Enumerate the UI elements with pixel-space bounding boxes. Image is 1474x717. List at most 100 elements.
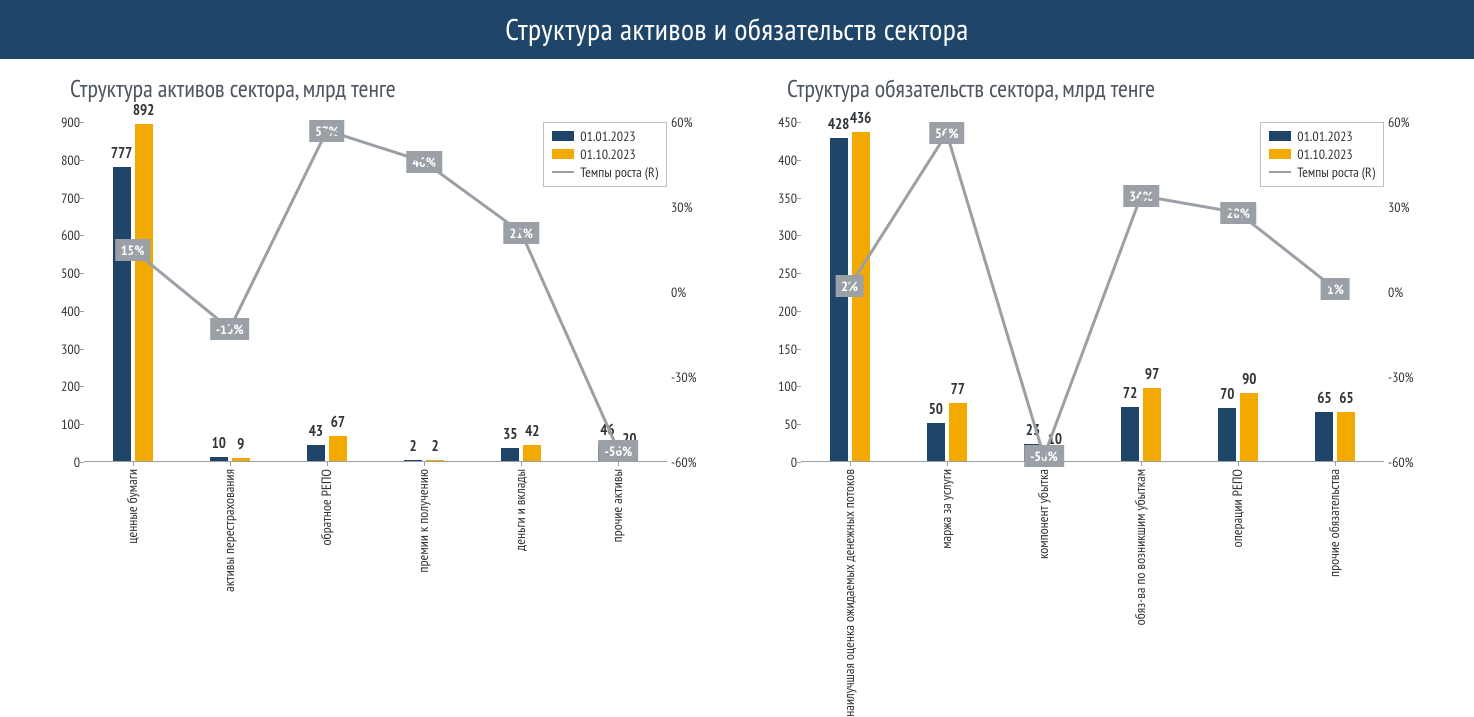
legend-series1: 01.01.2023 (1297, 127, 1352, 145)
growth-label: 2% (835, 275, 864, 297)
growth-label: 28% (1221, 202, 1256, 224)
y-axis-tick: 700 (40, 189, 80, 207)
y-axis-tick: 100 (757, 377, 797, 395)
data-label: 43 (309, 422, 323, 441)
growth-label: 15% (115, 239, 150, 261)
y2-axis-tick: -30% (671, 368, 717, 386)
y2-axis-tick: -60% (671, 453, 717, 471)
y2-axis-tick: 30% (671, 198, 717, 216)
y-axis-tick: 200 (40, 377, 80, 395)
growth-label: 57% (309, 120, 344, 142)
legend-series1: 01.01.2023 (580, 127, 635, 145)
y2-axis-tick: -30% (1388, 368, 1434, 386)
y-axis-tick: 350 (757, 189, 797, 207)
data-label: 90 (1242, 370, 1256, 389)
data-label: 65 (1317, 389, 1331, 408)
liabilities-plot-area: 01.01.2023 01.10.2023 Темпы роста (R) 05… (801, 122, 1384, 462)
y-axis-tick: 800 (40, 151, 80, 169)
bar (1218, 408, 1236, 461)
data-label: 777 (111, 144, 133, 163)
y2-axis-tick: 30% (1388, 198, 1434, 216)
category-label: обяз-ва по возникшим убыткам (1133, 469, 1148, 625)
y-axis-tick: 450 (757, 113, 797, 131)
assets-plot-area: 01.01.2023 01.10.2023 Темпы роста (R) 01… (84, 122, 667, 462)
y2-axis-tick: 60% (1388, 113, 1434, 131)
assets-chart-panel: Структура активов сектора, млрд тенге 01… (40, 73, 717, 652)
y-axis-tick: 150 (757, 340, 797, 358)
chart-legend: 01.01.2023 01.10.2023 Темпы роста (R) (1260, 122, 1384, 187)
growth-label: 21% (504, 222, 539, 244)
bar (1121, 407, 1139, 461)
data-label: 436 (850, 109, 872, 128)
y-axis-tick: 500 (40, 264, 80, 282)
data-label: 70 (1220, 385, 1234, 404)
bar (501, 448, 519, 461)
y-axis-tick: 400 (40, 302, 80, 320)
bar (1240, 393, 1258, 461)
legend-series2: 01.10.2023 (1297, 145, 1352, 163)
legend-line: Темпы роста (R) (1297, 163, 1375, 181)
growth-label: -58% (1024, 445, 1064, 467)
category-label: наилучшая оценка ожидаемых денежных пото… (842, 469, 857, 717)
bar (113, 167, 131, 461)
y2-axis-tick: 60% (671, 113, 717, 131)
liabilities-chart-panel: Структура обязательств сектора, млрд тен… (757, 73, 1434, 652)
data-label: 97 (1145, 365, 1159, 384)
y-axis-tick: 300 (40, 340, 80, 358)
y-axis-tick: 250 (757, 264, 797, 282)
charts-container: Структура активов сектора, млрд тенге 01… (0, 59, 1474, 652)
y2-axis-tick: 0% (1388, 283, 1434, 301)
y-axis-tick: 0 (40, 453, 80, 471)
growth-label: -56% (599, 440, 639, 462)
data-label: 428 (828, 115, 850, 134)
bar (210, 457, 228, 461)
chart-legend: 01.01.2023 01.10.2023 Темпы роста (R) (543, 122, 667, 187)
y-axis-tick: 400 (757, 151, 797, 169)
growth-label: -13% (210, 318, 250, 340)
bar (523, 445, 541, 461)
data-label: 10 (212, 434, 226, 453)
bar (426, 460, 444, 461)
data-label: 72 (1123, 384, 1137, 403)
y-axis-tick: 600 (40, 226, 80, 244)
bar (949, 403, 967, 461)
category-label: активы перестрахования (222, 469, 237, 592)
category-label: ценные бумаги (125, 469, 140, 544)
liabilities-chart-title: Структура обязательств сектора, млрд тен… (757, 73, 1434, 104)
data-label: 35 (503, 425, 517, 444)
y-axis-tick: 100 (40, 415, 80, 433)
y-axis-tick: 900 (40, 113, 80, 131)
bar (1337, 412, 1355, 461)
data-label: 77 (951, 380, 965, 399)
legend-series2: 01.10.2023 (580, 145, 635, 163)
data-label: 892 (133, 101, 155, 120)
category-label: деньги и вклады (513, 469, 528, 551)
page-title: Структура активов и обязательств сектора (0, 0, 1474, 59)
y2-axis-tick: 0% (671, 283, 717, 301)
y-axis-tick: 200 (757, 302, 797, 320)
category-label: компонент убытка (1036, 469, 1051, 559)
data-label: 9 (237, 435, 244, 454)
category-label: операции РЕПО (1230, 469, 1245, 547)
category-label: обратное РЕПО (319, 469, 334, 546)
category-label: маржа за услуги (939, 469, 954, 549)
bar (1315, 412, 1333, 461)
category-label: прочие активы (610, 469, 625, 542)
y-axis-tick: 0 (757, 453, 797, 471)
y2-axis-tick: -60% (1388, 453, 1434, 471)
data-label: 50 (929, 400, 943, 419)
growth-label: 56% (929, 122, 964, 144)
bar (329, 436, 347, 461)
y-axis-tick: 50 (757, 415, 797, 433)
bar (307, 445, 325, 461)
growth-label: 34% (1123, 185, 1158, 207)
bar (404, 460, 422, 461)
bar (135, 124, 153, 461)
category-label: прочие обязательства (1327, 469, 1342, 577)
bar (830, 138, 848, 461)
bar (232, 458, 250, 461)
data-label: 42 (525, 422, 539, 441)
legend-line: Темпы роста (R) (580, 163, 658, 181)
data-label: 23 (1026, 421, 1040, 440)
data-label: 2 (431, 437, 438, 456)
